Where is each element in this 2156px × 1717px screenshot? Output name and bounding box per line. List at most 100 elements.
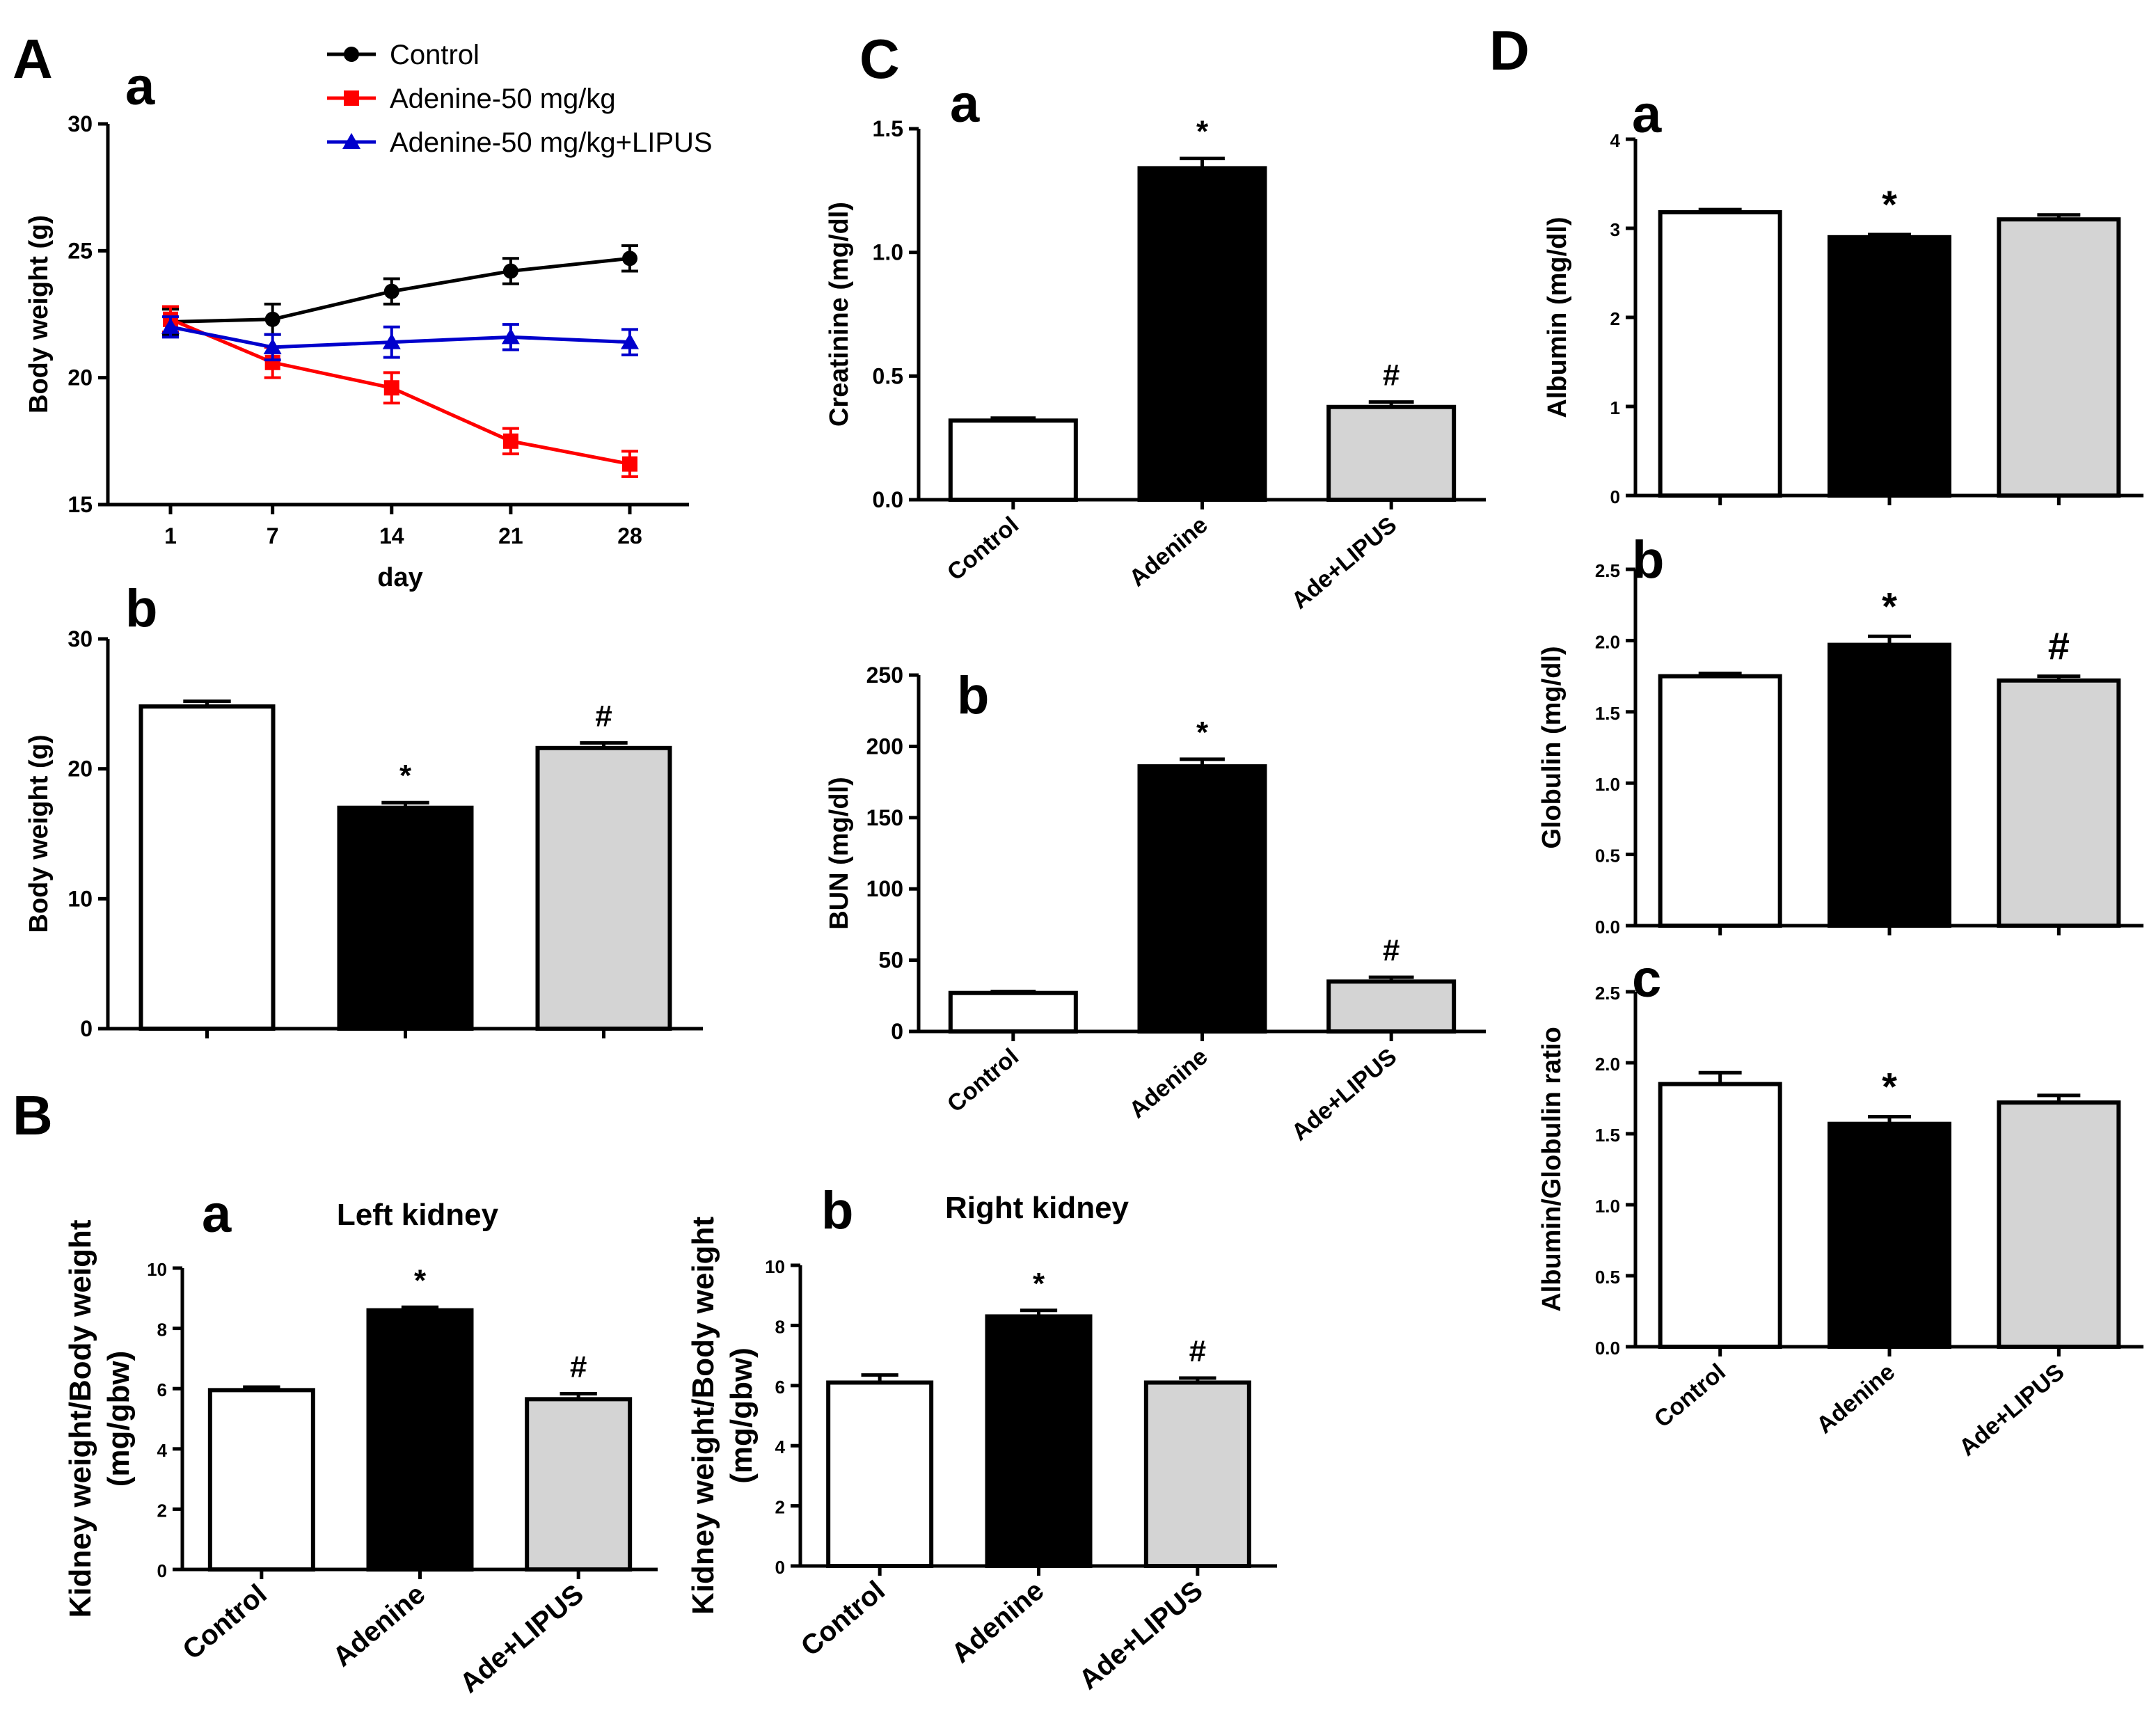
- y-axis-label: Albumin (mg/dl): [1543, 216, 1572, 418]
- error-bar: [1698, 1070, 1742, 1084]
- bar: [1828, 235, 1951, 498]
- error-bar: [1698, 672, 1742, 676]
- y-axis-label: (mg/gbw): [724, 1347, 759, 1484]
- chart-b-b-bar: b Right kidney 0 2 4 6 8 10 Kidney weight/Body w…: [686, 1181, 1277, 1695]
- x-category-label: Ade+LIPUS: [1287, 512, 1402, 615]
- y-tick-label: 20: [68, 365, 93, 390]
- legend-marker: [344, 90, 359, 106]
- bar: [1828, 642, 1951, 928]
- y-tick-label: 0: [157, 1560, 167, 1581]
- error-bar: [1698, 207, 1742, 212]
- error-bar: [1368, 975, 1414, 982]
- y-tick-label: 8: [157, 1320, 167, 1340]
- bar: [1997, 678, 2121, 928]
- y-axis-label: Creatinine (mg/dl): [825, 202, 854, 427]
- sublabel-d-a: a: [1632, 85, 1662, 144]
- x-category-label: Control: [1649, 1359, 1731, 1433]
- y-tick-label: 1.5: [873, 116, 903, 141]
- y-tick-label: 0.0: [873, 487, 903, 512]
- data-point: [383, 380, 399, 396]
- error-bar: [381, 800, 429, 808]
- y-tick-label: 0.5: [1595, 846, 1620, 867]
- significance-star: *: [1196, 115, 1209, 149]
- data-point: [161, 317, 180, 334]
- error-bar: [401, 1305, 439, 1311]
- bar: [1658, 674, 1782, 928]
- y-tick-label: 4: [775, 1437, 786, 1457]
- bar: [985, 1314, 1093, 1568]
- error-bar: [990, 990, 1036, 994]
- y-tick-label: 20: [68, 757, 93, 782]
- chart-d-a-bar: a 0 1 2 3 4 Albumin (mg/dl) *: [1543, 85, 2143, 507]
- x-category-label: Control: [795, 1575, 891, 1662]
- legend-entry: Adenine-50 mg/kg: [390, 84, 616, 114]
- y-tick-label: 0: [891, 1019, 903, 1044]
- bar: [1658, 1082, 1782, 1349]
- y-tick-label: 3: [1610, 219, 1620, 240]
- y-tick-label: 1.5: [1595, 1125, 1620, 1146]
- y-axis-label: Body weight (g): [24, 735, 54, 933]
- x-category-label: Ade+LIPUS: [1073, 1575, 1208, 1695]
- sublabel-b-b: b: [821, 1181, 853, 1240]
- bar: [948, 990, 1078, 1034]
- y-tick-label: 50: [878, 948, 903, 973]
- y-tick-label: 8: [775, 1316, 785, 1337]
- data-point: [382, 333, 401, 349]
- significance-star: *: [1033, 1267, 1045, 1301]
- x-tick-label: 28: [617, 523, 642, 548]
- significance-star: *: [414, 1263, 427, 1297]
- chart-a-a-line: a 15 20 25 30 Body weight (g) 1 7 14 21 28 day Contr…: [24, 40, 713, 592]
- chart-c-a-bar: a 0.0 0.5 1.0 1.5 Creatinine (mg/dl) Control * A…: [825, 74, 1486, 615]
- y-tick-label: 10: [147, 1259, 167, 1280]
- chart-c-b-bar: b 0 50 100 150 200 250 BUN (mg/dl) Control * Adeni…: [825, 663, 1486, 1146]
- y-axis-label: Body weight (g): [24, 215, 54, 413]
- x-category-label: Ade+LIPUS: [1287, 1043, 1402, 1146]
- bar: [1143, 1380, 1251, 1568]
- bar: [207, 1388, 315, 1572]
- x-category-label: Control: [942, 1043, 1024, 1118]
- y-tick-label: 150: [866, 805, 903, 830]
- data-point: [502, 263, 518, 279]
- legend-marker: [342, 133, 360, 149]
- significance-hash: #: [1383, 358, 1400, 393]
- y-tick-label: 30: [68, 626, 93, 651]
- sublabel-d-b: b: [1632, 530, 1664, 590]
- bar: [1997, 217, 2121, 498]
- y-tick-label: 2.5: [1595, 983, 1620, 1004]
- y-tick-label: 2: [157, 1500, 167, 1521]
- y-tick-label: 200: [866, 734, 903, 759]
- error-bar: [1868, 1115, 1911, 1124]
- significance-hash: #: [1383, 933, 1400, 967]
- x-category-label: Ade+LIPUS: [1954, 1359, 2070, 1462]
- bar: [337, 805, 474, 1031]
- bar: [826, 1380, 934, 1568]
- bar: [1137, 764, 1267, 1034]
- data-point: [501, 328, 520, 345]
- y-tick-label: 250: [866, 663, 903, 688]
- y-axis-label: Kidney weight/Body weight: [686, 1217, 720, 1615]
- x-category-label: Adenine: [946, 1575, 1049, 1669]
- y-tick-label: 0: [1610, 486, 1620, 507]
- error-bar: [1368, 400, 1414, 407]
- x-tick-label: 7: [267, 523, 279, 548]
- chart-b-a-bar: a Left kidney 0 2 4 6 8 10 Kidney weight/Body we…: [63, 1185, 658, 1699]
- chart-a-b-bar: b 0 10 20 30 Body weight (g) * #: [24, 579, 703, 1041]
- y-tick-label: 100: [866, 876, 903, 901]
- x-category-label: Ade+LIPUS: [454, 1578, 589, 1699]
- error-bar: [580, 741, 628, 748]
- y-axis-label: Kidney weight/Body weight: [63, 1219, 97, 1617]
- sublabel-c-b: b: [957, 666, 989, 725]
- data-point: [621, 333, 639, 349]
- y-tick-label: 6: [157, 1379, 167, 1400]
- x-category-label: Adenine: [1812, 1359, 1900, 1439]
- data-point: [502, 433, 518, 449]
- panel-label-B: B: [13, 1084, 53, 1146]
- significance-star: *: [399, 759, 412, 793]
- x-category-label: Adenine: [327, 1578, 431, 1672]
- y-tick-label: 1.0: [1595, 1196, 1620, 1217]
- sublabel-b-a: a: [202, 1185, 232, 1244]
- panel-label-D: D: [1489, 19, 1530, 81]
- error-bar: [1180, 757, 1225, 767]
- y-tick-label: 1.0: [1595, 774, 1620, 795]
